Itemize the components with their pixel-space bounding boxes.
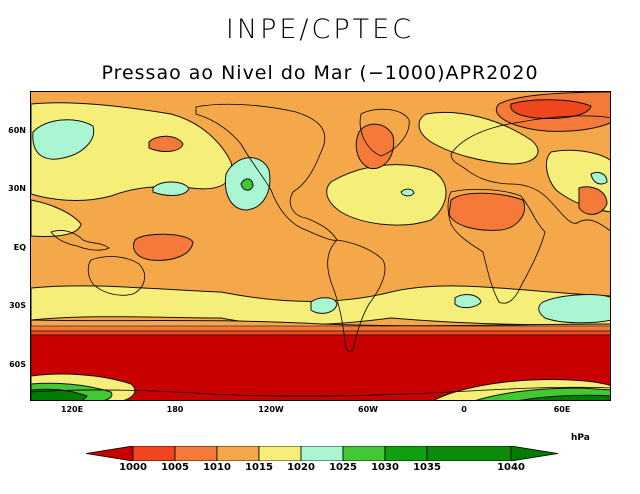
agency-title: INPE/CPTEC bbox=[225, 14, 415, 45]
colorbar-label-1000: 1000 bbox=[119, 462, 147, 473]
coast-north-america bbox=[195, 103, 338, 241]
lat-label-60n: 60N bbox=[8, 126, 26, 135]
colorbar-label-1040: 1040 bbox=[497, 462, 525, 473]
coast-africa bbox=[447, 188, 546, 304]
colorbar-label-1015: 1015 bbox=[245, 462, 273, 473]
field-1020-1025-nw bbox=[32, 119, 95, 160]
colorbar-high-arrow bbox=[510, 445, 559, 462]
field-1020-1025-np-center bbox=[152, 181, 190, 196]
field-1005-1010-sahara bbox=[448, 192, 525, 231]
colorbar-swatch-1005-1010 bbox=[174, 445, 218, 462]
colorbar-swatch-1010-1015 bbox=[216, 445, 260, 462]
coast-australia bbox=[87, 256, 146, 296]
field-antarctic-high-west-core bbox=[31, 388, 88, 400]
field-1000-1005-s-band bbox=[31, 330, 610, 336]
field-1015-1020-north-atlantic bbox=[326, 164, 447, 226]
field-1005-1010-aleutian bbox=[148, 135, 184, 152]
coast-greenland bbox=[359, 108, 410, 157]
pressure-map bbox=[30, 91, 611, 401]
field-1005-1010-greenland bbox=[355, 123, 395, 170]
lon-label-60w: 60W bbox=[358, 405, 378, 414]
field-1005-1010-maritime bbox=[133, 233, 194, 261]
colorbar-low-arrow bbox=[85, 445, 134, 462]
coast-europe-asia bbox=[450, 115, 610, 232]
coast-maritime-continent bbox=[50, 230, 110, 251]
colorbar-swatch-1015-1020 bbox=[258, 445, 302, 462]
colorbar-swatch-1020-1025 bbox=[300, 445, 344, 462]
field-1015-1020-north-east bbox=[418, 111, 539, 165]
lon-label-180: 180 bbox=[166, 405, 184, 414]
colorbar bbox=[85, 445, 559, 462]
field-1020-1025-south-atlantic bbox=[454, 294, 482, 309]
lon-label-0: 0 bbox=[461, 405, 467, 414]
field-1000-1005-siberia bbox=[510, 99, 592, 119]
colorbar-svg bbox=[85, 445, 559, 462]
field-1020-1025-atlantic-small bbox=[400, 188, 415, 197]
unit-label: hPa bbox=[571, 433, 590, 443]
lon-label-120w: 120W bbox=[258, 405, 284, 414]
coast-south-america bbox=[327, 239, 386, 352]
field-1025-1030-np bbox=[240, 178, 254, 191]
colorbar-label-1030: 1030 bbox=[371, 462, 399, 473]
pressure-field-svg bbox=[31, 92, 610, 400]
colorbar-swatch-1035-1040 bbox=[426, 445, 512, 462]
colorbar-swatch-1000-1005 bbox=[132, 445, 176, 462]
colorbar-label-1005: 1005 bbox=[161, 462, 189, 473]
colorbar-label-1010: 1010 bbox=[203, 462, 231, 473]
map-subtitle: Pressao ao Nivel do Mar (−1000)APR2020 bbox=[101, 62, 539, 84]
lat-label-30n: 30N bbox=[8, 184, 26, 193]
lat-label-60s: 60S bbox=[9, 360, 26, 369]
colorbar-swatch-1030-1035 bbox=[384, 445, 428, 462]
colorbar-label-1025: 1025 bbox=[329, 462, 357, 473]
field-antarctic-high-east-core bbox=[519, 394, 610, 400]
lon-label-60e: 60E bbox=[553, 405, 571, 414]
field-1020-1025-south-pacific bbox=[310, 297, 338, 314]
colorbar-label-1020: 1020 bbox=[287, 462, 315, 473]
lon-label-120e: 120E bbox=[60, 405, 84, 414]
field-1015-1020-west-pacific bbox=[31, 199, 82, 237]
coast-antarctica bbox=[31, 386, 610, 397]
colorbar-swatch-1025-1030 bbox=[342, 445, 386, 462]
coastlines bbox=[31, 103, 610, 397]
lat-label-eq: EQ bbox=[13, 243, 26, 252]
field-1005-1010-india bbox=[578, 186, 608, 215]
colorbar-label-1035: 1035 bbox=[413, 462, 441, 473]
field-1020-1025-china bbox=[590, 171, 608, 185]
field-1020-1025-south-indian bbox=[538, 294, 610, 324]
lat-label-30s: 30S bbox=[9, 301, 26, 310]
field-1005-1010-s-band bbox=[31, 325, 610, 332]
